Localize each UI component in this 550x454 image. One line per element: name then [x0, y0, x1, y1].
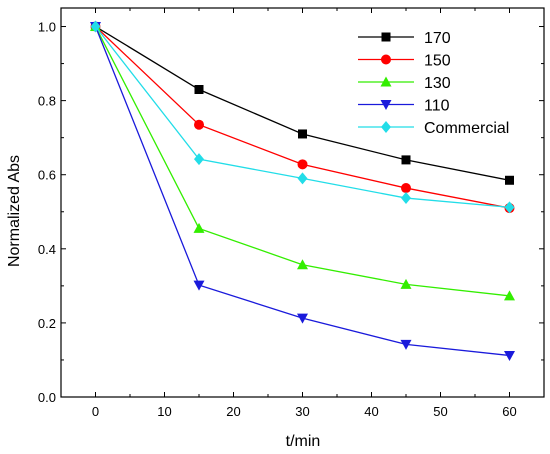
x-tick-label: 40: [364, 404, 378, 419]
legend-label: 110: [424, 98, 450, 115]
data-point: [504, 201, 515, 214]
series-commercial: [90, 20, 515, 214]
data-point: [400, 339, 412, 350]
data-point: [298, 129, 307, 139]
plot-area-frame: [60, 7, 545, 398]
data-point: [401, 183, 411, 194]
data-point: [401, 155, 411, 165]
y-tick-label: 0.0: [38, 390, 56, 405]
x-tick-label: 10: [157, 404, 171, 419]
legend-marker: [380, 100, 392, 110]
data-point: [194, 153, 204, 166]
legend-label: 130: [424, 75, 451, 92]
data-point: [505, 175, 514, 185]
data-point: [504, 351, 515, 362]
data-point: [297, 159, 308, 170]
data-point: [194, 119, 204, 130]
data-point: [400, 278, 412, 289]
data-point: [194, 85, 204, 95]
data-point: [193, 280, 205, 291]
data-point: [297, 313, 308, 324]
x-tick-label: 20: [226, 404, 240, 419]
legend-item-commercial: Commercial: [358, 120, 509, 137]
legend-marker: [381, 32, 391, 42]
data-point: [90, 20, 101, 33]
x-tick-label: 30: [295, 404, 309, 419]
data-point: [401, 192, 411, 205]
data-point: [504, 290, 515, 301]
y-axis-label: Normalized Abs: [6, 155, 23, 267]
legend-item-130: 130: [358, 75, 451, 92]
y-tick-label: 0.8: [38, 94, 56, 109]
legend-marker: [381, 54, 391, 65]
legend-item-170: 170: [358, 30, 451, 47]
data-point: [297, 259, 308, 270]
data-point: [297, 172, 308, 185]
data-point: [193, 222, 205, 233]
x-axis-label: t/min: [286, 433, 321, 450]
y-tick-label: 0.2: [38, 316, 56, 331]
x-tick-label: 0: [92, 404, 99, 419]
legend-marker: [380, 76, 392, 87]
series-110: [90, 22, 515, 362]
legend-item-110: 110: [358, 98, 450, 115]
legend-label: 150: [424, 53, 451, 70]
legend-marker: [381, 121, 391, 133]
legend-label: Commercial: [424, 120, 509, 137]
y-tick-label: 0.4: [38, 242, 56, 257]
x-tick-label: 60: [502, 404, 516, 419]
y-tick-label: 0.6: [38, 168, 56, 183]
x-tick-label: 50: [433, 404, 447, 419]
legend-item-150: 150: [358, 53, 451, 70]
legend-label: 170: [424, 30, 451, 47]
y-tick-label: 1.0: [38, 20, 56, 35]
